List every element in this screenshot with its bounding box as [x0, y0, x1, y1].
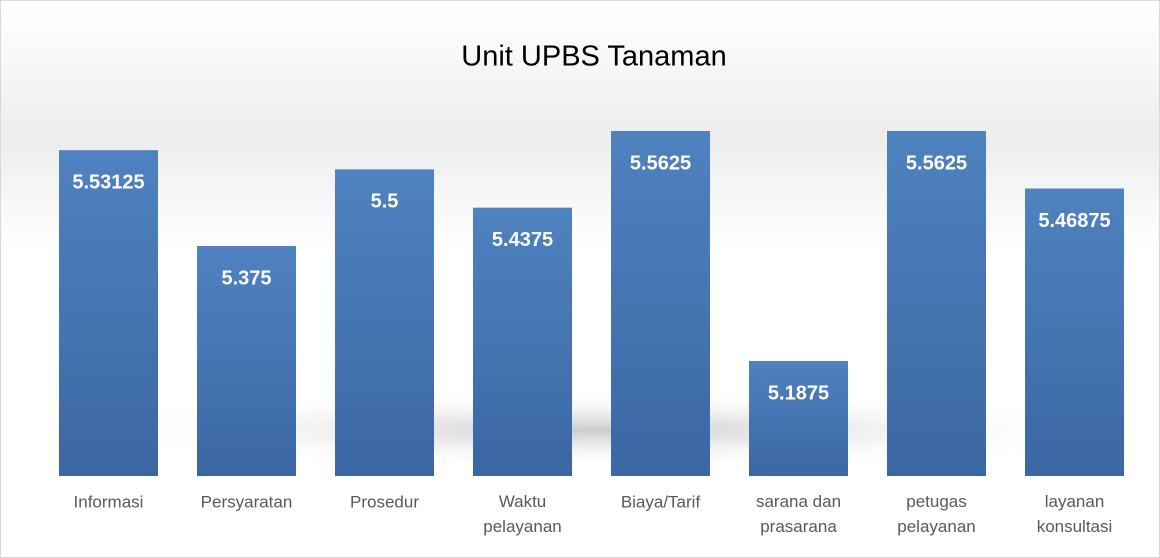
x-tick-label: layanan konsultasi: [1037, 492, 1113, 536]
data-label: 5.5: [371, 191, 399, 213]
x-tick-label: petugas pelayanan: [897, 492, 975, 536]
data-label: 5.5625: [630, 152, 691, 174]
bar: [611, 131, 710, 476]
data-label: 5.4375: [492, 229, 553, 251]
x-tick-label: Biaya/Tarif: [621, 492, 701, 511]
bar: [1025, 188, 1124, 476]
bar: [473, 207, 572, 476]
x-tick-label: Informasi: [74, 492, 144, 511]
x-tick-label: Persyaratan: [201, 492, 293, 511]
bar: [197, 246, 296, 476]
x-tick-label: sarana dan prasarana: [756, 492, 841, 536]
data-label: 5.53125: [72, 171, 144, 193]
x-tick-label: Waktu pelayanan: [483, 492, 561, 536]
data-label: 5.46875: [1038, 210, 1110, 232]
data-label: 5.1875: [768, 382, 829, 404]
data-label: 5.375: [221, 267, 271, 289]
bar: [59, 150, 158, 476]
bar: [887, 131, 986, 476]
chart-title: Unit UPBS Tanaman: [461, 41, 726, 73]
bar: [749, 361, 848, 476]
data-label: 5.5625: [906, 152, 967, 174]
bar: [335, 169, 434, 477]
floor-shadow: [40, 390, 1160, 470]
x-tick-label: Prosedur: [350, 492, 419, 511]
